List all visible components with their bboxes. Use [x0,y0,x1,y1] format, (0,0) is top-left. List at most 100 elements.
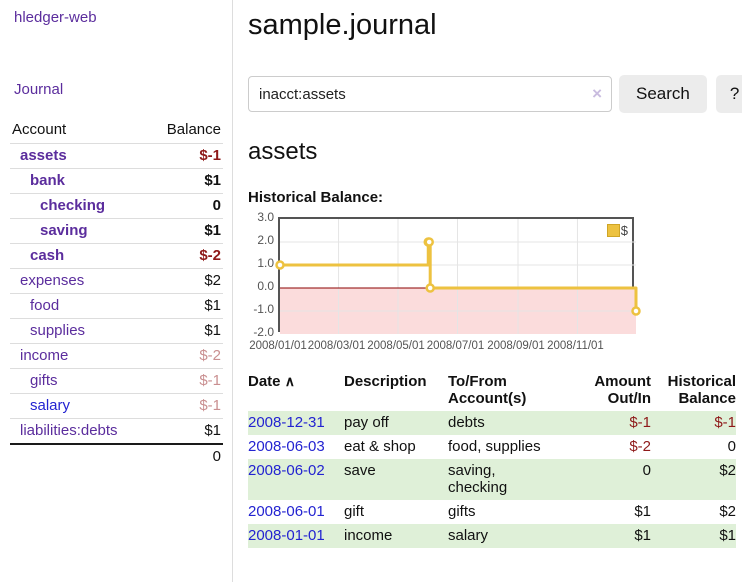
register-balance-cell: $2 [719,462,736,479]
account-name-cell: bank [10,168,149,194]
register-balance-cell: 0 [727,438,736,455]
x-tick-label: 2008/01/01 [249,340,307,352]
register-amount-cell: $-2 [629,438,651,455]
account-row: saving $1 [10,218,223,244]
register-header-date[interactable]: Date ∧ [248,373,295,390]
date-link[interactable]: 2008-06-03 [248,438,325,455]
sidebar-account-link[interactable]: salary [30,397,71,414]
account-balance-cell: $1 [148,318,223,344]
legend-swatch-icon [606,224,620,237]
register-accounts-text: food, supplies [448,438,541,455]
account-balance-cell: $-1 [148,143,223,169]
account-row: gifts $-1 [10,368,223,394]
register-header-row: Date ∧ Description To/From Account(s) Am… [248,370,736,411]
sidebar-account-link[interactable]: expenses [20,272,85,289]
register-description-cell: eat & shop [344,438,416,455]
account-name-cell: supplies [10,318,149,344]
register-header-description: Description [344,373,427,390]
register-row: 2008-06-03 eat & shop food, supplies $-2 0 [248,435,736,459]
sidebar-account-link[interactable]: assets [20,147,67,164]
register-date-cell: 2008-06-03 [248,435,344,459]
account-row: expenses $2 [10,268,223,294]
accounts-total-value: 0 [148,443,223,469]
register-header-amount: Amount Out/In [594,373,651,407]
sidebar-account-link[interactable]: food [30,297,60,314]
date-link[interactable]: 2008-01-01 [248,527,325,544]
account-row: food $1 [10,293,223,319]
sidebar-account-link[interactable]: bank [30,172,66,189]
account-balance-cell: $1 [148,418,223,444]
account-balance-cell: $-2 [148,243,223,269]
sort-ascending-icon: ∧ [284,373,295,389]
y-tick-label: -2.0 [253,325,274,339]
y-tick-label: 2.0 [257,233,274,247]
app-title-link[interactable]: hledger-web [14,9,97,26]
account-balance-cell: $-1 [148,393,223,419]
account-balance-cell: $1 [148,168,223,194]
register-description-cell: income [344,527,393,544]
search-input[interactable] [248,76,612,112]
register-accounts-text: saving, checking [448,462,508,496]
register-amount-cell: $1 [634,527,651,544]
chart-canvas [275,219,641,334]
account-balance-cell: $-2 [148,343,223,369]
account-name-cell: cash [10,243,149,269]
account-row: assets $-1 [10,143,223,169]
sidebar-account-link[interactable]: gifts [30,372,58,389]
page-title: sample.journal [248,9,437,41]
register-accounts-cell: saving, checking [448,459,579,500]
register-table: Date ∧ Description To/From Account(s) Am… [248,370,736,548]
main-content: sample.journal × Search ? assets Histori… [233,0,742,582]
register-accounts-cell: food, supplies [448,435,579,459]
register-row: 2008-06-01 gift gifts $1 $2 [248,500,736,524]
account-balance-cell: $1 [148,218,223,244]
account-name-cell: expenses [10,268,149,294]
account-name-cell: saving [10,218,149,244]
account-balance-cell: 0 [148,193,223,219]
sidebar-account-link[interactable]: supplies [30,322,86,339]
y-tick-label: 1.0 [257,256,274,270]
y-tick-label: 3.0 [257,210,274,224]
account-balance-cell: $-1 [148,368,223,394]
register-amount-cell: 0 [642,462,651,479]
accounts-header-account: Account [12,121,67,138]
register-description-cell: pay off [344,414,389,431]
account-name-cell: checking [10,193,149,219]
sidebar-account-link[interactable]: saving [40,222,88,239]
date-link[interactable]: 2008-06-01 [248,503,325,520]
x-tick-label: 2008/09/01 [487,340,545,352]
register-amount-cell: $1 [634,503,651,520]
register-header-balance: Historical Balance [667,373,736,407]
x-tick-label: 2008/07/01 [426,340,485,352]
date-link[interactable]: 2008-06-02 [248,462,325,479]
account-heading: assets [248,138,318,165]
journal-link[interactable]: Journal [14,81,64,98]
sidebar-account-link[interactable]: cash [30,247,65,264]
clear-search-icon[interactable]: × [592,84,602,103]
account-row: income $-2 [10,343,223,369]
account-row: salary $-1 [10,393,223,419]
register-row: 2008-01-01 income salary $1 $1 [248,524,736,548]
account-name-cell: food [10,293,149,319]
accounts-total-row: 0 [10,443,223,469]
search-button[interactable]: Search [619,75,707,113]
chart-legend: $ [606,223,628,238]
register-header-accounts: To/From Account(s) [448,373,527,407]
date-link[interactable]: 2008-12-31 [248,414,325,431]
sidebar-account-link[interactable]: income [20,347,69,364]
register-row: 2008-06-02 save saving, checking 0 $2 [248,459,736,500]
sidebar: hledger-web Journal Account Balance asse… [0,0,233,582]
help-button[interactable]: ? [715,75,742,113]
y-tick-label: -1.0 [253,302,274,316]
register-date-cell: 2008-01-01 [248,524,344,548]
account-row: bank $1 [10,168,223,194]
register-balance-cell: $2 [719,503,736,520]
register-balance-cell: $-1 [714,414,736,431]
sidebar-account-link[interactable]: liabilities:debts [20,422,118,439]
legend-label: $ [620,223,628,238]
register-description-cell: save [344,462,376,479]
account-row: liabilities:debts $1 [10,418,223,444]
register-accounts-cell: salary [448,524,579,548]
balance-chart: 3.0 2.0 1.0 0.0 -1.0 -2.0 $ 2008/01/01 2008/03… [248,210,728,353]
sidebar-account-link[interactable]: checking [40,197,106,214]
